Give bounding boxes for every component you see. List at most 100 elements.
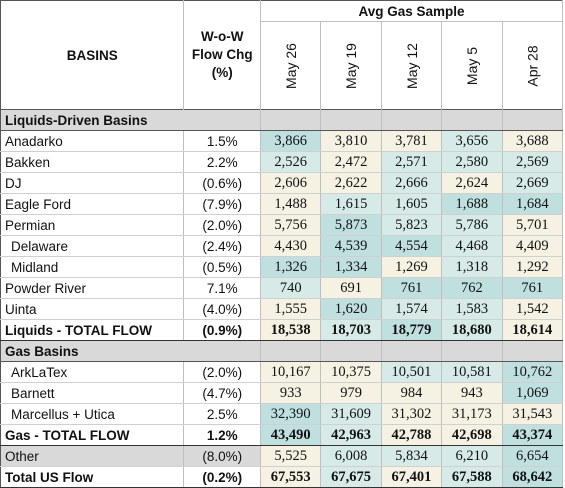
flow-value-cell: 3,656 [441, 130, 503, 152]
section-empty-cell [502, 340, 563, 362]
flow-value-cell: 2,580 [441, 151, 503, 173]
flow-value-cell: 984 [381, 382, 443, 404]
flow-value-cell: 6,210 [441, 445, 503, 467]
flow-value-cell: 2,624 [441, 172, 503, 194]
chg-header-line1: W-o-W [201, 29, 244, 44]
chg-header-line2: Flow Chg [191, 47, 253, 62]
flow-value-cell: 2,472 [320, 151, 382, 173]
flow-value-cell: 67,401 [381, 466, 443, 488]
flow-value-cell: 5,834 [381, 445, 443, 467]
flow-value-cell: 18,614 [502, 319, 563, 341]
flow-value-cell: 3,866 [260, 130, 322, 152]
date-header: Apr 28 [502, 21, 563, 110]
flow-value-cell: 43,490 [260, 424, 322, 446]
flow-value-cell: 5,823 [381, 214, 443, 236]
flow-value-cell: 10,581 [441, 361, 503, 383]
flow-value-cell: 10,167 [260, 361, 322, 383]
flow-value-cell: 6,654 [502, 445, 563, 467]
flow-value-cell: 5,756 [260, 214, 322, 236]
flow-value-cell: 5,701 [502, 214, 563, 236]
flow-change-pct: (8.0%) [183, 445, 262, 467]
section-title: Liquids-Driven Basins [0, 109, 262, 131]
flow-value-cell: 740 [260, 277, 322, 299]
flow-value-cell: 18,779 [381, 319, 443, 341]
flow-change-pct: (4.7%) [183, 382, 262, 404]
flow-value-cell: 1,069 [502, 382, 563, 404]
flow-value-cell: 2,622 [320, 172, 382, 194]
flow-change-pct: 2.5% [183, 403, 262, 425]
basin-name: Barnett [0, 382, 185, 404]
section-header-row: Gas Basins [0, 340, 563, 362]
flow-value-cell: 31,543 [502, 403, 563, 425]
basin-row: Bakken 2.2% 2,526 2,472 2,571 2,580 2,569 [0, 151, 563, 173]
basin-name: Other [0, 445, 185, 467]
basin-row: Eagle Ford (7.9%) 1,488 1,615 1,605 1,688 1,68… [0, 193, 563, 215]
section-empty-cell [502, 109, 563, 131]
flow-value-cell: 31,302 [381, 403, 443, 425]
flow-value-cell: 42,963 [320, 424, 382, 446]
flow-change-pct: 1.5% [183, 130, 262, 152]
flow-value-cell: 2,606 [260, 172, 322, 194]
flow-value-cell: 2,571 [381, 151, 443, 173]
basin-row: Marcellus + Utica 2.5% 32,390 31,609 31,302 3… [0, 403, 563, 425]
flow-change-pct: (0.9%) [183, 319, 262, 341]
basin-name: Delaware [0, 235, 185, 257]
date-header: May 19 [320, 21, 382, 110]
section-title: Gas Basins [0, 340, 262, 362]
other-row: Other (8.0%) 5,525 6,008 5,834 6,210 6,654 [0, 445, 563, 467]
basin-row: Delaware (2.4%) 4,430 4,539 4,554 4,468 4,409 [0, 235, 563, 257]
flow-change-pct: (4.0%) [183, 298, 262, 320]
flow-change-pct: (0.5%) [183, 256, 262, 278]
flow-value-cell: 4,430 [260, 235, 322, 257]
flow-value-cell: 1,542 [502, 298, 563, 320]
flow-value-cell: 42,698 [441, 424, 503, 446]
wow-flow-chg-header: W-o-W Flow Chg (%) [183, 0, 262, 110]
flow-value-cell: 67,553 [260, 466, 322, 488]
flow-value-cell: 5,786 [441, 214, 503, 236]
basin-name: DJ [0, 172, 185, 194]
flow-value-cell: 18,680 [441, 319, 503, 341]
flow-value-cell: 18,703 [320, 319, 382, 341]
flow-value-cell: 67,588 [441, 466, 503, 488]
flow-change-pct: (0.2%) [183, 466, 262, 488]
flow-value-cell: 1,488 [260, 193, 322, 215]
basin-name: Anadarko [0, 130, 185, 152]
flow-value-cell: 4,554 [381, 235, 443, 257]
section-empty-cell [320, 340, 382, 362]
flow-value-cell: 1,688 [441, 193, 503, 215]
basin-row: Powder River 7.1% 740 691 761 762 761 [0, 277, 563, 299]
basin-name: Bakken [0, 151, 185, 173]
basin-name: Uinta [0, 298, 185, 320]
flow-value-cell: 943 [441, 382, 503, 404]
section-empty-cell [260, 109, 322, 131]
flow-value-cell: 1,555 [260, 298, 322, 320]
flow-value-cell: 933 [260, 382, 322, 404]
flow-value-cell: 1,334 [320, 256, 382, 278]
flow-change-pct: (2.0%) [183, 214, 262, 236]
gas-total-row: Gas - TOTAL FLOW 1.2% 43,490 42,963 42,788 42… [0, 424, 563, 446]
section-empty-cell [381, 109, 443, 131]
flow-value-cell: 3,688 [502, 130, 563, 152]
flow-value-cell: 1,615 [320, 193, 382, 215]
flow-value-cell: 762 [441, 277, 503, 299]
flow-value-cell: 6,008 [320, 445, 382, 467]
basin-name: Eagle Ford [0, 193, 185, 215]
date-header: May 5 [441, 21, 503, 110]
section-empty-cell [441, 340, 503, 362]
basin-name: Permian [0, 214, 185, 236]
flow-value-cell: 691 [320, 277, 382, 299]
basin-name: Midland [0, 256, 185, 278]
basins-header: BASINS [0, 0, 185, 110]
flow-value-cell: 1,292 [502, 256, 563, 278]
flow-change-pct: 2.2% [183, 151, 262, 173]
basin-row: Uinta (4.0%) 1,555 1,620 1,574 1,583 1,542 [0, 298, 563, 320]
flow-change-pct: (0.6%) [183, 172, 262, 194]
flow-value-cell: 1,574 [381, 298, 443, 320]
section-empty-cell [381, 340, 443, 362]
flow-value-cell: 761 [502, 277, 563, 299]
date-header: May 12 [381, 21, 443, 110]
flow-change-pct: (7.9%) [183, 193, 262, 215]
flow-value-cell: 4,539 [320, 235, 382, 257]
flow-value-cell: 2,569 [502, 151, 563, 173]
